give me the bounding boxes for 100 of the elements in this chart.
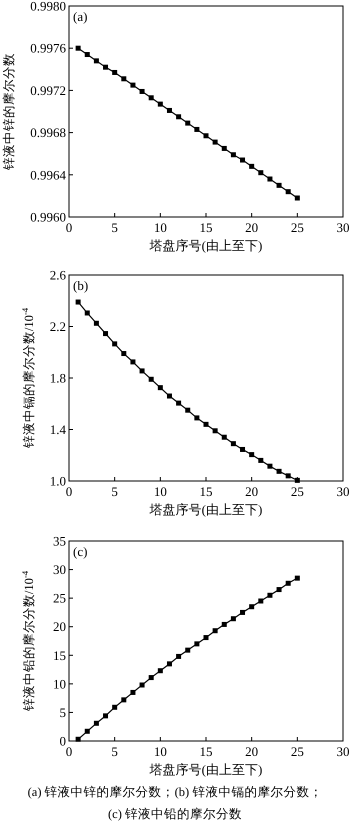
point bbox=[222, 622, 227, 627]
point bbox=[76, 46, 81, 51]
point bbox=[121, 697, 126, 702]
x-tick-label: 15 bbox=[200, 484, 212, 499]
point bbox=[230, 441, 236, 446]
point bbox=[286, 580, 291, 586]
y-tick-label: 0.9968 bbox=[30, 125, 66, 140]
point bbox=[212, 140, 218, 145]
x-tick-label: 25 bbox=[290, 744, 304, 759]
y-tick-label: 0.9972 bbox=[30, 82, 66, 98]
point bbox=[130, 82, 136, 88]
x-tick-label: 15 bbox=[200, 744, 212, 759]
y-tick-label: 1.0 bbox=[50, 474, 66, 488]
point bbox=[112, 341, 118, 346]
point bbox=[158, 668, 163, 674]
point bbox=[204, 635, 208, 640]
x-tick-label: 30 bbox=[336, 484, 350, 499]
point bbox=[130, 690, 136, 695]
point bbox=[140, 682, 145, 688]
point bbox=[267, 464, 272, 469]
point bbox=[276, 468, 282, 474]
point bbox=[267, 176, 272, 182]
point bbox=[94, 58, 99, 64]
point bbox=[212, 628, 218, 634]
point bbox=[148, 376, 154, 382]
point bbox=[249, 604, 254, 610]
point bbox=[112, 70, 118, 75]
point bbox=[276, 587, 282, 592]
point bbox=[121, 351, 126, 356]
point bbox=[230, 616, 236, 622]
point bbox=[103, 331, 108, 336]
point bbox=[176, 654, 182, 659]
point bbox=[103, 64, 108, 70]
point bbox=[94, 720, 99, 726]
point bbox=[158, 102, 163, 107]
point bbox=[148, 95, 154, 100]
point bbox=[140, 368, 145, 374]
x-tick-label: 20 bbox=[245, 484, 258, 499]
point bbox=[140, 88, 145, 94]
y-tick-label: 0.9960 bbox=[30, 210, 66, 224]
x-tick-label: 25 bbox=[290, 220, 304, 235]
point bbox=[76, 736, 81, 742]
point bbox=[176, 114, 182, 120]
point bbox=[258, 170, 264, 176]
y-tick-label: 1.4 bbox=[50, 422, 66, 437]
point bbox=[240, 446, 246, 452]
text: (c) 锌液中铅的摩尔分数 bbox=[108, 807, 242, 821]
y-tick-label: 35 bbox=[53, 534, 66, 548]
x-tick-label: 10 bbox=[154, 484, 167, 499]
annotation: (a) bbox=[73, 9, 88, 24]
x-tick-label: 20 bbox=[245, 744, 258, 759]
point bbox=[103, 713, 108, 718]
x-tick-label: 5 bbox=[111, 220, 118, 235]
point bbox=[84, 728, 90, 734]
point bbox=[249, 164, 254, 169]
point bbox=[258, 458, 264, 463]
y-tick-label: 15 bbox=[53, 648, 66, 663]
y-tick-label: 10 bbox=[53, 676, 66, 692]
text: (a) 锌液中锌的摩尔分数；(b) 锌液中镉的摩尔分数； bbox=[28, 785, 322, 799]
x-axis-title: 塔盘序号(由上至下) bbox=[148, 238, 262, 253]
x-axis-title: 塔盘序号(由上至下) bbox=[148, 762, 262, 777]
point bbox=[212, 428, 218, 434]
x-tick-label: 5 bbox=[111, 484, 118, 499]
y-axis-title: 锌液中锌的摩尔分数 bbox=[2, 53, 16, 171]
x-tick-label: 10 bbox=[154, 744, 167, 759]
y-tick-label: 0.9980 bbox=[30, 0, 66, 14]
x-axis-title: 塔盘序号(由上至下) bbox=[148, 502, 262, 517]
y-tick-label: 5 bbox=[60, 704, 66, 720]
point bbox=[204, 422, 208, 427]
annotation: (b) bbox=[73, 278, 88, 293]
point bbox=[222, 434, 227, 440]
point bbox=[194, 126, 200, 132]
point bbox=[286, 473, 291, 478]
y-tick-label: 0.9964 bbox=[30, 167, 66, 182]
y-tick-label: 25 bbox=[53, 590, 66, 606]
point bbox=[84, 310, 90, 316]
point bbox=[249, 452, 254, 458]
point bbox=[194, 641, 200, 646]
point bbox=[185, 120, 190, 126]
point bbox=[222, 146, 227, 151]
point bbox=[130, 359, 136, 364]
point bbox=[276, 182, 282, 188]
x-tick-label: 30 bbox=[336, 744, 350, 759]
point bbox=[204, 133, 208, 138]
y-tick-label: 2.6 bbox=[50, 268, 66, 282]
point bbox=[94, 320, 99, 326]
x-tick-label: 20 bbox=[245, 220, 258, 235]
point bbox=[166, 394, 172, 399]
point bbox=[176, 400, 182, 406]
y-tick-label: 0 bbox=[60, 734, 66, 748]
y-tick-label: 1.8 bbox=[50, 370, 66, 386]
point bbox=[240, 158, 246, 163]
y-tick-label: 30 bbox=[53, 562, 66, 578]
point bbox=[286, 189, 291, 194]
point bbox=[166, 108, 172, 113]
y-tick-label: 20 bbox=[53, 619, 66, 634]
annotation: (c) bbox=[73, 544, 88, 559]
x-tick-label: 5 bbox=[111, 744, 118, 759]
point bbox=[84, 52, 90, 58]
point bbox=[267, 592, 272, 598]
